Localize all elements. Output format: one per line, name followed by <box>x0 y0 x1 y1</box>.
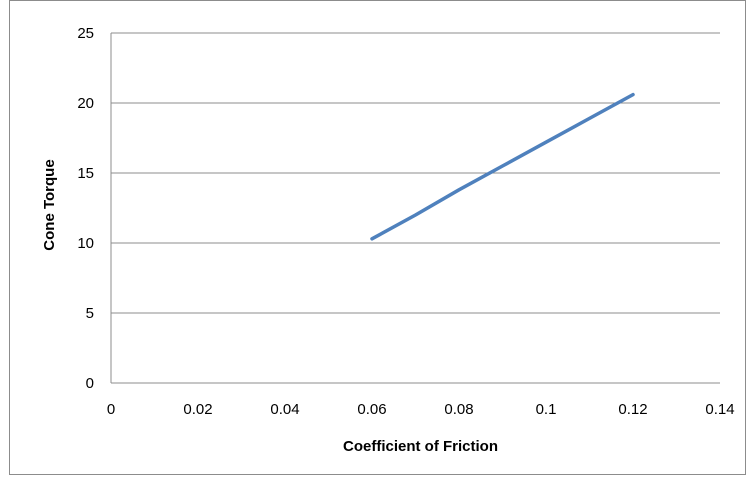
x-tick-labels: 0 0.02 0.04 0.06 0.08 0.1 0.12 0.14 <box>107 401 735 418</box>
x-tick-label: 0 <box>107 401 115 418</box>
x-tick-label: 0.04 <box>270 401 299 418</box>
x-tick-label: 0.06 <box>357 401 386 418</box>
y-axis-title: Cone Torque <box>41 159 58 250</box>
x-tick-label: 0.12 <box>618 401 647 418</box>
y-tick-label: 0 <box>86 375 94 392</box>
x-tick-label: 0.02 <box>183 401 212 418</box>
series-line <box>370 92 635 241</box>
x-tick-label: 0.08 <box>444 401 473 418</box>
y-tick-label: 5 <box>86 305 94 322</box>
gridlines <box>111 32 720 314</box>
y-tick-label: 15 <box>77 165 94 182</box>
y-tick-label: 10 <box>77 235 94 252</box>
y-tick-label: 20 <box>77 95 94 112</box>
x-tick-label: 0.14 <box>705 401 734 418</box>
axes <box>110 33 720 384</box>
x-axis-title: Coefficient of Friction <box>343 438 498 455</box>
y-tick-labels: 0 5 10 15 20 25 <box>77 25 94 392</box>
x-tick-label: 0.1 <box>536 401 557 418</box>
y-tick-label: 25 <box>77 25 94 42</box>
series <box>370 92 635 241</box>
